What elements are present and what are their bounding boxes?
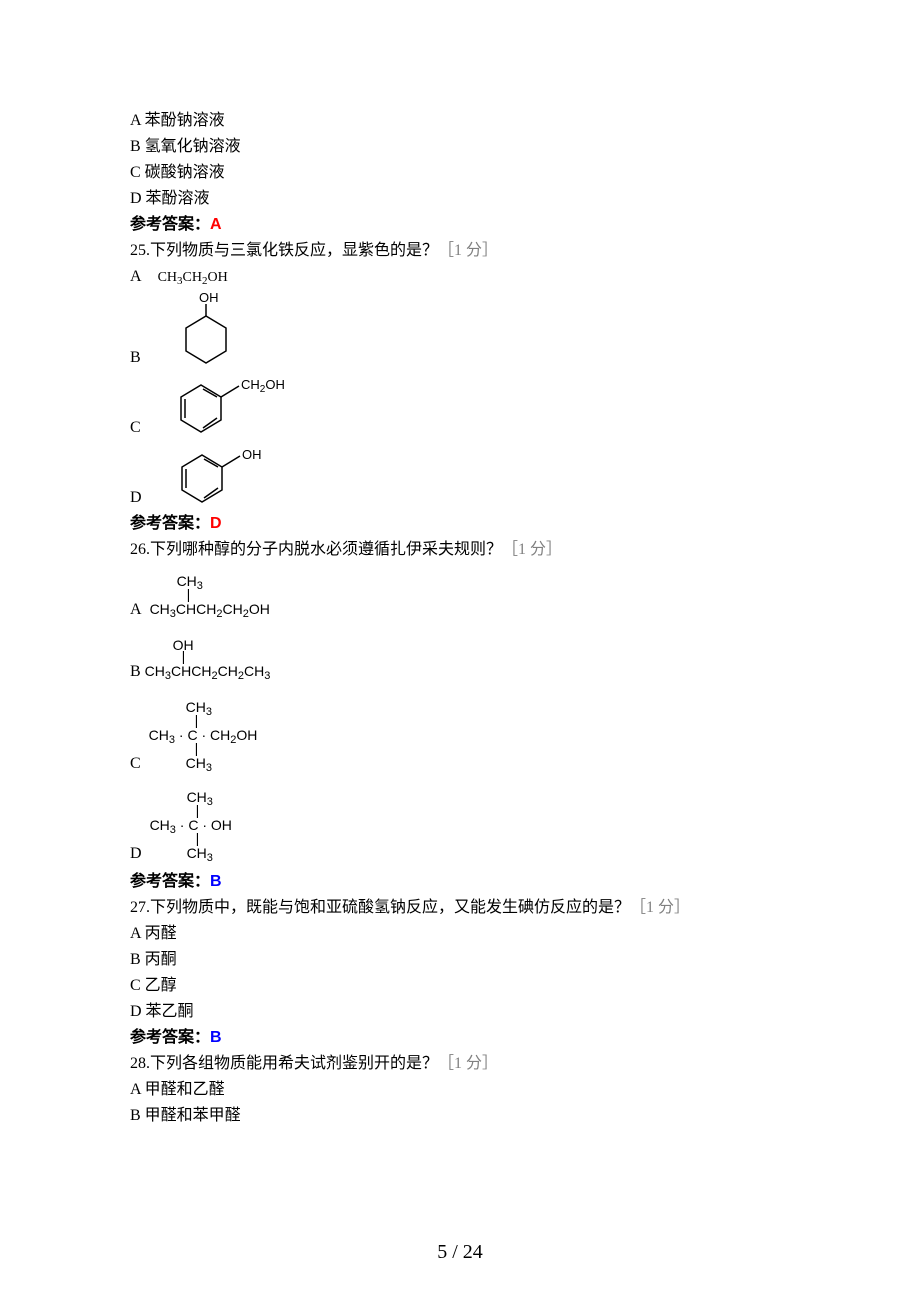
q27-score: ［1 分］ xyxy=(630,899,690,916)
q25-body: 下列物质与三氯化铁反应，显紫色的是？ xyxy=(150,242,438,259)
q24-option-a: A 苯酚钠溶液 xyxy=(130,108,790,134)
q25-option-c: C CH2OH xyxy=(130,371,790,441)
q26-option-d: D CH3 | CH3 · C · OH | CH3 xyxy=(130,789,790,863)
svg-text:OH: OH xyxy=(199,291,219,305)
q28-option-b: B 甲醛和苯甲醛 xyxy=(130,1103,790,1129)
q27-text: 27.下列物质中，既能与饱和亚硫酸氢钠反应，又能发生碘仿反应的是？［1 分］ xyxy=(130,895,790,921)
q25-text: 25.下列物质与三氯化铁反应，显紫色的是？［1 分］ xyxy=(130,238,790,264)
q26-answer: 参考答案：B xyxy=(130,869,790,895)
q26-option-a: A CH3 | CH3CHCH2CH2OH xyxy=(130,573,790,619)
q24-option-d: D 苯酚溶液 xyxy=(130,186,790,212)
q26-text: 26.下列哪种醇的分子内脱水必须遵循扎伊采夫规则？［1 分］ xyxy=(130,537,790,563)
q24-option-b: B 氢氧化钠溶液 xyxy=(130,134,790,160)
q26-number: 26. xyxy=(130,541,150,558)
cyclohexanol-structure: OH xyxy=(161,291,251,371)
q28-body: 下列各组物质能用希夫试剂鉴别开的是？ xyxy=(150,1055,438,1072)
page-number: 5 / 24 xyxy=(0,1241,920,1264)
answer-letter: D xyxy=(210,515,222,532)
q26-a-label: A xyxy=(130,601,142,619)
q28-option-a: A 甲醛和乙醛 xyxy=(130,1077,790,1103)
q28-score: ［1 分］ xyxy=(438,1055,498,1072)
q25-score: ［1 分］ xyxy=(438,242,498,259)
phenol-structure: OH xyxy=(162,441,282,511)
q26-c-label: C xyxy=(130,755,141,773)
answer-label: 参考答案： xyxy=(130,873,210,890)
answer-letter: A xyxy=(210,216,222,233)
q25-number: 25. xyxy=(130,242,150,259)
svg-text:OH: OH xyxy=(242,447,262,462)
q25-option-a: A CH3CH2OH xyxy=(130,264,790,291)
q26-body: 下列哪种醇的分子内脱水必须遵循扎伊采夫规则？ xyxy=(150,541,502,558)
q27-option-b: B 丙酮 xyxy=(130,947,790,973)
q25-option-d: D OH xyxy=(130,441,790,511)
q25-a-formula: CH3CH2OH xyxy=(158,270,228,285)
answer-label: 参考答案： xyxy=(130,216,210,233)
answer-letter: B xyxy=(210,1029,222,1046)
q25-a-label: A xyxy=(130,268,142,285)
q26-a-structure: CH3 | CH3CHCH2CH2OH xyxy=(150,573,270,619)
q28-number: 28. xyxy=(130,1055,150,1072)
q26-option-b: B OH | CH3CHCH2CH2CH3 xyxy=(130,637,790,681)
q27-option-d: D 苯乙酮 xyxy=(130,999,790,1025)
q27-answer: 参考答案：B xyxy=(130,1025,790,1051)
benzyl-alcohol-structure: CH2OH xyxy=(161,371,311,441)
q26-c-structure: CH3 | CH3 · C · CH2OH | CH3 xyxy=(149,699,258,773)
q25-d-label: D xyxy=(130,489,142,507)
q28-text: 28.下列各组物质能用希夫试剂鉴别开的是？［1 分］ xyxy=(130,1051,790,1077)
q27-option-c: C 乙醇 xyxy=(130,973,790,999)
q27-option-a: A 丙醛 xyxy=(130,921,790,947)
q25-option-b: B OH xyxy=(130,291,790,371)
q25-answer: 参考答案：D xyxy=(130,511,790,537)
q27-body: 下列物质中，既能与饱和亚硫酸氢钠反应，又能发生碘仿反应的是？ xyxy=(150,899,630,916)
q26-score: ［1 分］ xyxy=(502,541,562,558)
answer-label: 参考答案： xyxy=(130,1029,210,1046)
q27-number: 27. xyxy=(130,899,150,916)
svg-text:CH2OH: CH2OH xyxy=(241,377,285,395)
q26-b-label: B xyxy=(130,663,141,681)
q24-option-c: C 碳酸钠溶液 xyxy=(130,160,790,186)
q26-d-structure: CH3 | CH3 · C · OH | CH3 xyxy=(150,789,232,863)
q26-option-c: C CH3 | CH3 · C · CH2OH | CH3 xyxy=(130,699,790,773)
q25-b-label: B xyxy=(130,349,141,367)
q26-b-structure: OH | CH3CHCH2CH2CH3 xyxy=(145,637,271,681)
answer-label: 参考答案： xyxy=(130,515,210,532)
answer-letter: B xyxy=(210,873,222,890)
q25-c-label: C xyxy=(130,419,141,437)
q24-answer: 参考答案：A xyxy=(130,212,790,238)
q26-d-label: D xyxy=(130,845,142,863)
